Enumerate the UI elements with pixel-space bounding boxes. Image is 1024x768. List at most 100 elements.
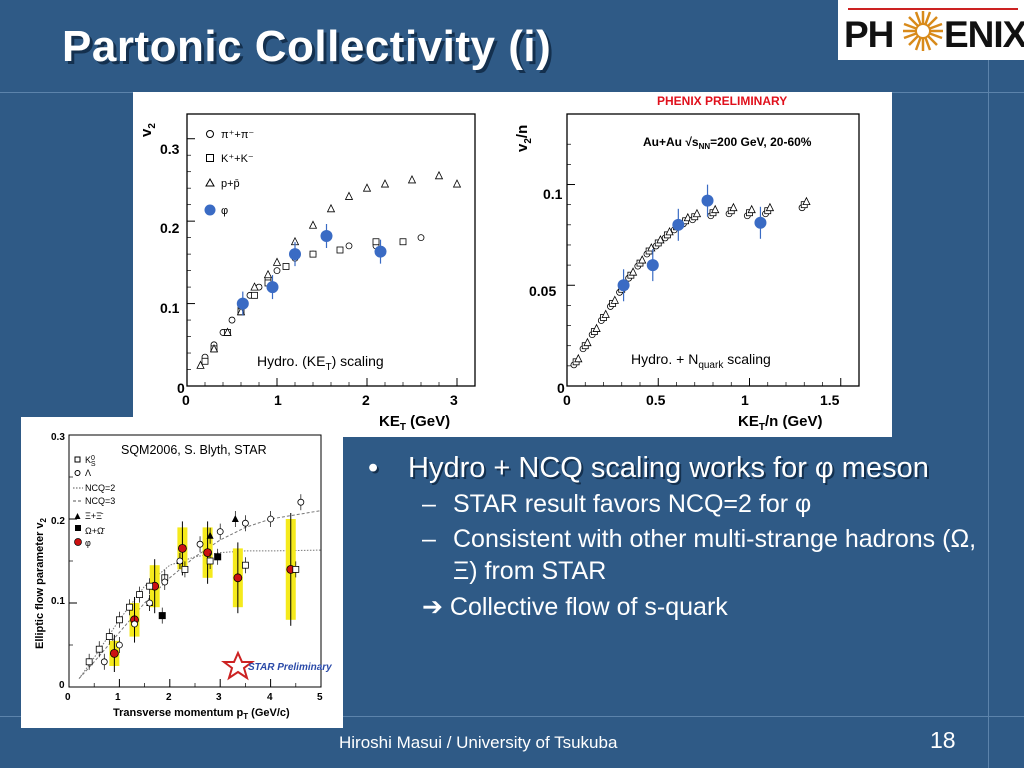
open-square-point — [146, 582, 154, 590]
open-circle-point — [100, 658, 108, 666]
bullet-sub-1: – STAR result favors NCQ=2 for φ — [362, 488, 1002, 520]
triangle-point — [452, 179, 462, 188]
open-circle-point — [146, 599, 154, 607]
panel1-ytick-0.1: 0.1 — [160, 300, 180, 316]
star-ylabel: Elliptic flow parameter v2 — [34, 517, 48, 649]
triangle-point — [223, 327, 232, 336]
circle-point — [345, 242, 353, 250]
triangle-point — [272, 257, 282, 266]
star-preliminary-text: STAR Preliminary — [248, 662, 332, 673]
phi-point — [266, 281, 279, 294]
panel1-xtick-0: 0 — [182, 392, 190, 408]
star-xtick-4: 4 — [267, 692, 273, 703]
sub-dash: – — [422, 525, 436, 553]
legend-proton: p+p̄ — [221, 178, 240, 190]
panel1-xtick-3: 3 — [450, 392, 458, 408]
open-circle-point — [176, 557, 184, 565]
panel2-annotation: Hydro. + Nquark scaling — [631, 351, 771, 371]
star-legend-k0s: K0 S — [85, 455, 96, 468]
scaled-triangle-point — [601, 309, 610, 318]
star-credit: SQM2006, S. Blyth, STAR — [121, 443, 267, 457]
scaled-triangle-point — [747, 204, 756, 214]
panel2-xtick-0: 0 — [563, 392, 571, 408]
square-point — [251, 291, 258, 299]
triangle-point — [209, 344, 219, 353]
open-square-point — [95, 645, 103, 653]
page-number: 18 — [930, 727, 956, 753]
scaled-triangle-point — [692, 208, 702, 218]
star-panel-frame — [68, 434, 322, 688]
triangle-point — [326, 203, 336, 213]
panel2-system: Au+Au √sNN=200 GeV, 20-60% — [643, 135, 812, 151]
sub-dash: – — [422, 490, 436, 518]
logo-text-right: ENIX — [944, 14, 1024, 55]
scaled-triangle-point — [711, 204, 720, 214]
star-xlabel: Transverse momentum pT (GeV/c) — [113, 707, 290, 721]
star-xtick-2: 2 — [166, 692, 172, 703]
open-circle-point — [161, 578, 169, 586]
red-circle-point — [233, 573, 243, 583]
triangle-point — [434, 170, 444, 180]
panel1-xtick-2: 2 — [362, 392, 370, 408]
red-circle-point — [177, 543, 187, 553]
filled-triangle-point — [231, 515, 239, 522]
scaled-triangle-point — [610, 295, 619, 304]
bullet-sub-2-text: Consistent with other multi-strange hadr… — [453, 525, 977, 585]
square-point — [309, 250, 317, 258]
star-legend-lambda: Λ — [85, 468, 91, 478]
red-circle-point — [109, 648, 119, 658]
phi-point — [701, 194, 714, 207]
panel1-legend: π⁺+π⁻ K⁺+K⁻ p+p̄ φ — [204, 129, 254, 217]
star-legend-ncq2: NCQ=2 — [85, 483, 115, 493]
panel1-annotation: Hydro. (KET) scaling — [257, 353, 384, 373]
panel2-xtick-1.5: 1.5 — [820, 392, 840, 408]
phi-point — [289, 248, 301, 261]
scaled-triangle-point — [592, 323, 601, 332]
panel2-ylabel: v2/n — [514, 125, 534, 152]
scaled-triangle-point — [638, 255, 647, 264]
open-square-point — [292, 565, 300, 573]
bullet-sub-1-text: STAR result favors NCQ=2 for φ — [453, 490, 812, 518]
open-circle-point — [116, 641, 123, 649]
legend-phi: φ — [221, 205, 228, 217]
bullet-main-text: Hydro + NCQ scaling works for φ meson — [408, 452, 929, 484]
star-legend-xi: Ξ+Ξ̄ — [85, 511, 104, 521]
phi-point — [320, 229, 333, 242]
triangle-point — [380, 179, 390, 188]
star-legend-phi: φ — [85, 538, 91, 548]
scaled-triangle-point — [574, 353, 583, 363]
bullet-conclusion: ➔ Collective flow of s-quark — [422, 593, 728, 621]
star-legend-ncq3: NCQ=3 — [85, 496, 115, 506]
phenix-preliminary-label: PHENIX PRELIMINARY — [657, 94, 787, 108]
triangle-point — [308, 220, 318, 229]
bullet-main: • Hydro + NCQ scaling works for φ meson — [362, 452, 1002, 485]
scaled-triangle-point — [628, 267, 638, 276]
triangle-point — [407, 175, 417, 184]
panel2-ytick-0.1: 0.1 — [543, 186, 563, 202]
phi-point — [754, 216, 767, 229]
scaled-triangle-point — [583, 337, 592, 347]
open-circle-point — [267, 515, 275, 523]
star-credit-box — [117, 439, 319, 459]
logo-rule — [848, 8, 1018, 10]
triangle-point — [250, 282, 259, 291]
phi-point — [236, 297, 249, 310]
triangle-point — [196, 360, 205, 369]
open-circle-point — [297, 498, 305, 506]
legend-kaon: K⁺+K⁻ — [221, 153, 254, 165]
phi-point — [672, 218, 685, 231]
panel1-xtick-1: 1 — [274, 392, 282, 408]
star-figure: SQM2006, S. Blyth, STAR Elliptic flow pa… — [21, 417, 343, 728]
star-legend: K0 S Λ NCQ=2 NCQ=3 Ξ+Ξ̄ Ω+Ω̄ φ — [73, 455, 115, 548]
circle-point — [273, 267, 281, 275]
star-xtick-0: 0 — [65, 692, 71, 703]
square-point — [372, 238, 380, 246]
panel2-xtick-1: 1 — [741, 392, 749, 408]
square-point — [282, 263, 290, 270]
filled-square-point — [158, 612, 166, 620]
slide-title: Partonic Collectivity (i) — [62, 22, 552, 71]
background-rule-right — [988, 0, 989, 768]
square-point — [201, 357, 209, 365]
circle-point — [228, 316, 236, 324]
open-square-point — [105, 633, 113, 641]
